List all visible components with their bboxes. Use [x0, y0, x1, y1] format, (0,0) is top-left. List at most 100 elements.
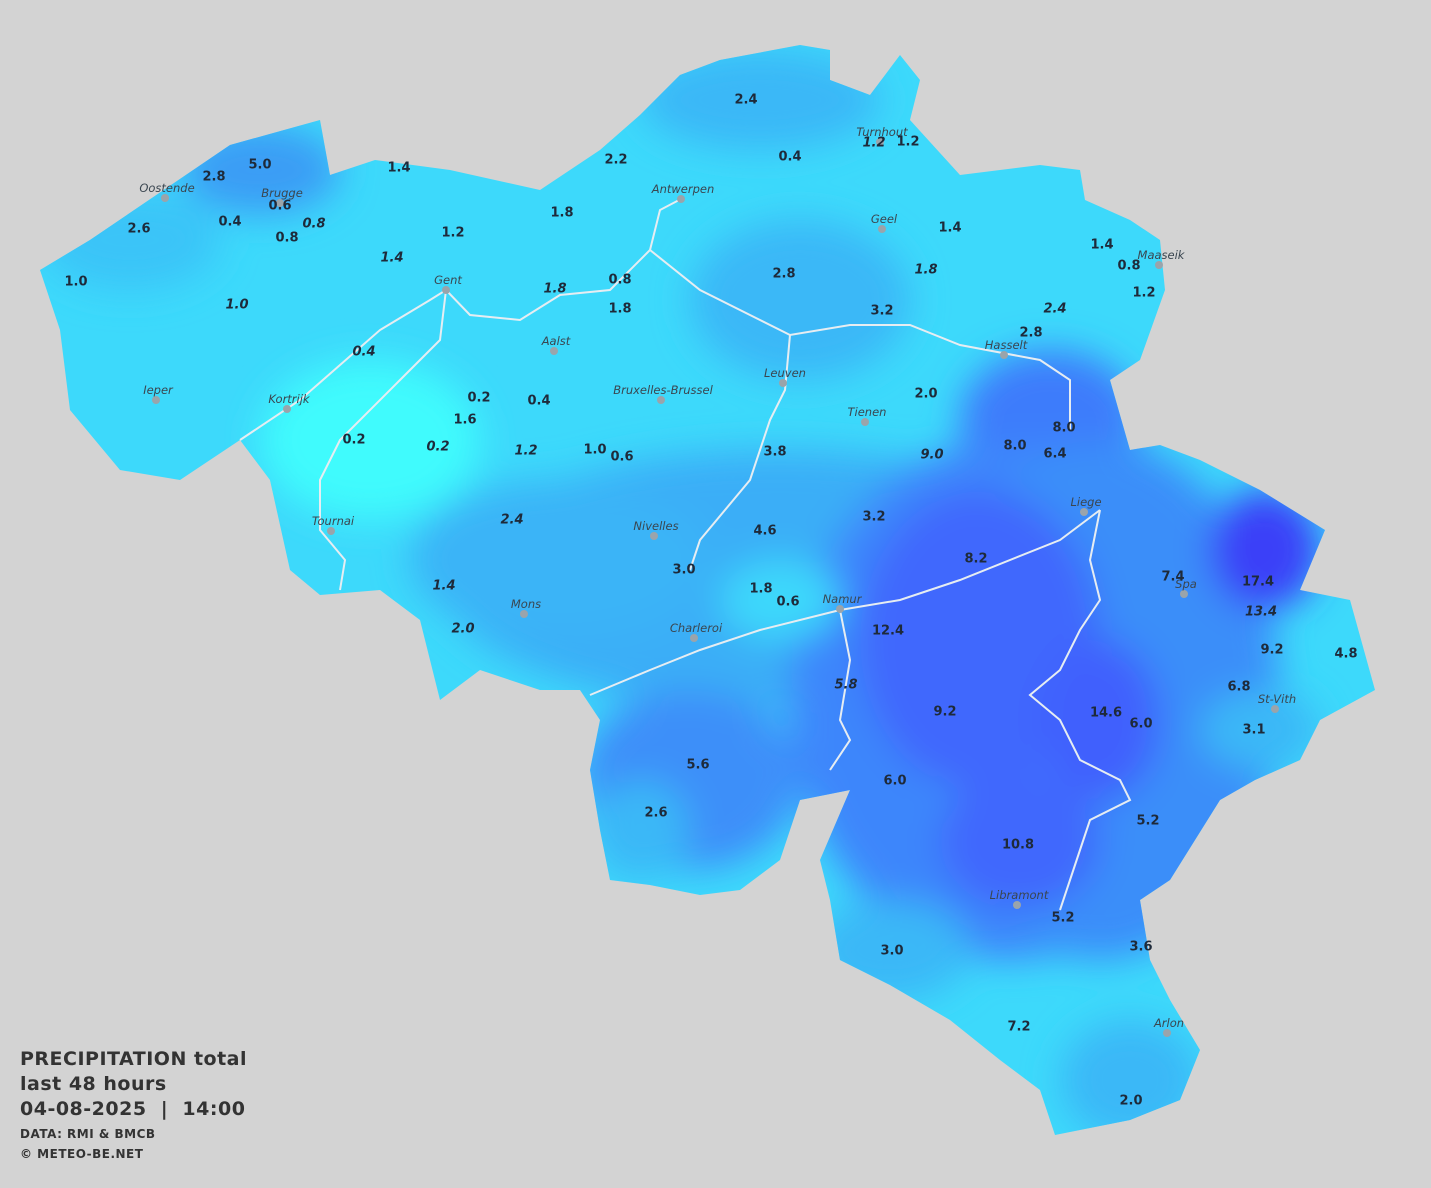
city-dot: [1180, 590, 1188, 598]
city-dot: [657, 396, 665, 404]
precip-value: 1.8: [914, 263, 937, 278]
precip-value: 8.0: [1052, 421, 1075, 436]
city-dot: [550, 347, 558, 355]
city-dot: [876, 138, 884, 146]
precip-value: 3.2: [862, 510, 885, 525]
precip-value: 3.8: [763, 445, 786, 460]
precip-value: 1.0: [225, 298, 248, 313]
city-dot: [283, 405, 291, 413]
precip-value: 0.2: [467, 391, 490, 406]
city-dot: [1000, 351, 1008, 359]
precip-value: 1.2: [862, 136, 885, 151]
precip-value: 1.2: [514, 444, 537, 459]
city-label: Spa: [1175, 577, 1197, 591]
precip-value: 1.2: [441, 226, 464, 241]
city-dot: [1163, 1029, 1171, 1037]
precip-value: 5.6: [686, 758, 709, 773]
city-label: Nivelles: [633, 519, 678, 533]
precip-value: 1.2: [896, 135, 919, 150]
precip-value: 2.0: [451, 622, 474, 637]
precip-value: 6.8: [1227, 680, 1250, 695]
precip-value: 5.8: [834, 678, 857, 693]
precip-value: 0.2: [426, 440, 449, 455]
city-label: St-Vith: [1258, 692, 1296, 706]
city-dot: [677, 195, 685, 203]
cities: Oostende Brugge Antwerpen Turnhout Geel Maase…: [139, 125, 1296, 1037]
city-dot: [1080, 508, 1088, 516]
precip-value: 5.2: [1136, 814, 1159, 829]
precip-value: 17.4: [1242, 575, 1274, 590]
precip-value: 10.8: [1002, 838, 1034, 853]
precip-value: 0.2: [342, 433, 365, 448]
precip-value: 9.0: [920, 448, 943, 463]
precip-value: 3.1: [1242, 723, 1265, 738]
precip-value: 6.0: [1129, 717, 1152, 732]
precip-value: 0.4: [218, 215, 241, 230]
precip-value: 4.6: [753, 524, 776, 539]
precip-value: 8.0: [1003, 439, 1026, 454]
title-line: PRECIPITATION total: [20, 1048, 247, 1070]
city-dot: [161, 194, 169, 202]
precip-value: 3.2: [870, 304, 893, 319]
city-label: Antwerpen: [651, 182, 715, 196]
precip-value: 2.6: [127, 222, 150, 237]
precip-value: 6.4: [1043, 447, 1066, 462]
precip-value: 5.0: [248, 158, 271, 173]
precip-value: 0.8: [275, 231, 298, 246]
precip-value: 4.8: [1334, 647, 1357, 662]
precip-value: 2.4: [1043, 302, 1066, 317]
precip-value: 1.4: [380, 251, 403, 266]
precip-value: 0.4: [527, 394, 550, 409]
city-label: Brugge: [261, 186, 303, 200]
precip-value: 0.8: [1117, 259, 1140, 274]
city-dot: [1013, 901, 1021, 909]
precip-value: 1.2: [1132, 286, 1155, 301]
city-dot: [327, 527, 335, 535]
precip-value: 9.2: [1260, 643, 1283, 658]
city-dot: [442, 286, 450, 294]
precip-value: 9.2: [933, 705, 956, 720]
credit-data: DATA: RMI & BMCB: [20, 1127, 156, 1141]
city-label: Maaseik: [1138, 248, 1186, 262]
city-label: Turnhout: [856, 125, 908, 139]
precip-value: 2.0: [1119, 1094, 1142, 1109]
precip-value: 3.6: [1129, 940, 1152, 955]
precip-value: 14.6: [1090, 706, 1122, 721]
precip-value: 1.4: [1090, 238, 1113, 253]
precip-value: 0.4: [778, 150, 801, 165]
city-label: Ieper: [143, 383, 174, 397]
precip-value: 0.8: [608, 273, 631, 288]
precip-value: 2.8: [1019, 326, 1042, 341]
precip-value: 0.6: [776, 595, 799, 610]
city-label: Arlon: [1153, 1016, 1184, 1030]
city-label: Gent: [434, 273, 462, 287]
precip-value: 2.4: [500, 513, 523, 528]
precip-value: 2.2: [604, 153, 627, 168]
precip-value: 2.8: [202, 170, 225, 185]
city-label: Aalst: [541, 334, 571, 348]
city-dot: [690, 634, 698, 642]
precip-value: 13.4: [1245, 605, 1277, 620]
city-label: Liege: [1070, 495, 1101, 509]
city-label: Oostende: [139, 181, 194, 195]
city-label: Libramont: [990, 888, 1049, 902]
city-label: Tournai: [312, 514, 355, 528]
precip-value: 0.6: [610, 450, 633, 465]
precip-value: 0.6: [268, 199, 291, 214]
precip-value: 1.6: [453, 413, 476, 428]
city-label: Tienen: [848, 405, 887, 419]
precip-value: 1.4: [432, 579, 455, 594]
precip-value: 1.8: [608, 302, 631, 317]
precip-value: 2.6: [644, 806, 667, 821]
city-dot: [836, 605, 844, 613]
precip-value: 2.4: [734, 93, 757, 108]
precip-value: 6.0: [883, 774, 906, 789]
credit-copyright: © METEO-BE.NET: [20, 1147, 144, 1161]
title-date: 04-08-2025 | 14:00: [20, 1098, 245, 1120]
city-dot: [861, 418, 869, 426]
precip-value: 7.2: [1007, 1020, 1030, 1035]
precip-value: 0.4: [352, 345, 375, 360]
precip-value: 5.2: [1051, 911, 1074, 926]
precip-value: 1.4: [387, 161, 410, 176]
